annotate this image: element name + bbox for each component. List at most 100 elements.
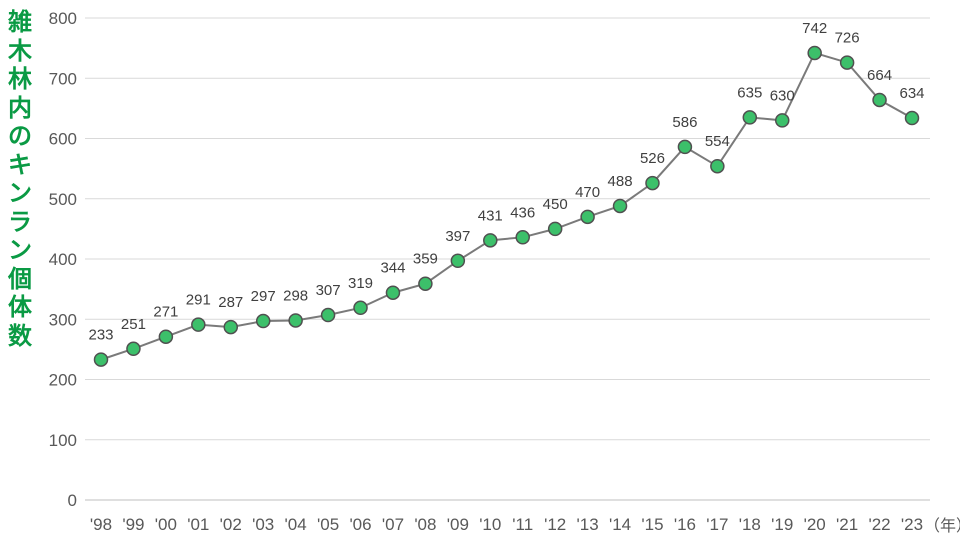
y-tick-label: 400 (49, 250, 77, 269)
y-tick-label: 800 (49, 9, 77, 28)
x-tick-label: '16 (674, 515, 696, 534)
y-tick-label: 200 (49, 371, 77, 390)
y-axis-title-char: 数 (8, 321, 32, 350)
data-label: 431 (478, 207, 503, 224)
data-point (710, 158, 725, 174)
y-axis-title-char: 雑 (8, 8, 32, 36)
data-label: 634 (899, 85, 924, 102)
data-label: 470 (575, 184, 600, 201)
data-label: 319 (348, 275, 373, 292)
y-axis-title-char: の (8, 122, 32, 150)
x-tick-label: '22 (868, 515, 890, 534)
x-tick-label: '06 (349, 515, 371, 534)
x-tick-label: '05 (317, 515, 339, 534)
data-point (580, 209, 595, 225)
data-label: 233 (88, 327, 113, 344)
data-label: 488 (608, 173, 633, 190)
data-label: 664 (867, 67, 892, 84)
data-point (612, 198, 628, 214)
data-label: 586 (672, 114, 697, 131)
data-label: 450 (543, 196, 568, 213)
y-tick-label: 100 (49, 431, 77, 450)
data-label: 742 (802, 20, 827, 37)
data-label: 307 (316, 282, 341, 299)
x-tick-label: '09 (447, 515, 469, 534)
data-point (645, 175, 660, 191)
data-label: 359 (413, 251, 438, 268)
y-axis-title-char: ン (8, 179, 32, 207)
data-label: 298 (283, 287, 308, 304)
data-label: 344 (380, 260, 405, 277)
data-label: 436 (510, 204, 535, 221)
y-axis-title: 雑木林内のキンラン個体数 (6, 8, 34, 350)
data-point (385, 285, 401, 300)
x-tick-label: '13 (577, 515, 599, 534)
x-tick-label: '23 (901, 515, 923, 534)
y-axis-title-char: ン (8, 236, 32, 264)
x-axis-unit: （年） (924, 516, 960, 535)
data-point (418, 276, 433, 291)
data-point (774, 113, 790, 128)
x-tick-label: '04 (285, 515, 307, 534)
data-point (904, 110, 920, 126)
data-point (515, 230, 530, 245)
y-axis-title-char: 個 (8, 264, 32, 293)
x-tick-label: '18 (739, 515, 761, 534)
x-tick-label: '19 (771, 515, 793, 534)
data-point (353, 300, 368, 316)
x-tick-label: '15 (641, 515, 663, 534)
data-point (93, 352, 109, 367)
x-tick-label: '21 (836, 515, 858, 534)
data-point (288, 313, 303, 328)
data-point (742, 110, 758, 125)
x-tick-label: '98 (90, 515, 112, 534)
y-tick-label: 600 (49, 130, 77, 149)
x-tick-label: '03 (252, 515, 274, 534)
x-tick-label: '12 (544, 515, 566, 534)
data-point (677, 139, 693, 155)
x-tick-label: '08 (414, 515, 436, 534)
data-point (191, 317, 206, 332)
y-axis-title-char: 体 (8, 293, 32, 321)
data-point (547, 221, 563, 237)
y-tick-label: 700 (49, 69, 77, 88)
data-label: 251 (121, 316, 146, 333)
data-point (872, 92, 887, 108)
y-axis-title-char: キ (8, 150, 32, 179)
x-tick-label: '00 (155, 515, 177, 534)
data-label: 554 (705, 133, 730, 150)
data-point (158, 329, 174, 344)
data-label: 635 (737, 84, 762, 101)
data-point (255, 313, 271, 329)
y-axis-title-char: 内 (8, 93, 32, 122)
y-tick-label: 300 (49, 310, 77, 329)
x-tick-label: '07 (382, 515, 404, 534)
data-label: 397 (445, 228, 470, 245)
y-tick-label: 500 (49, 190, 77, 209)
y-axis-title-char: 林 (8, 65, 32, 93)
data-point (450, 253, 466, 269)
y-axis-title-char: ラ (8, 207, 32, 236)
x-tick-label: '10 (479, 515, 501, 534)
data-label: 526 (640, 150, 665, 167)
data-point (807, 45, 822, 61)
data-label: 726 (835, 30, 860, 47)
data-point (839, 55, 855, 70)
x-tick-label: '01 (187, 515, 209, 534)
data-point (126, 341, 141, 357)
data-point (483, 233, 498, 248)
x-tick-label: '14 (609, 515, 631, 534)
y-axis-title-char: 木 (8, 36, 32, 65)
data-label: 630 (770, 87, 795, 104)
data-point (223, 319, 239, 335)
data-point (320, 307, 336, 323)
y-tick-label: 0 (68, 491, 77, 510)
data-label: 271 (153, 304, 178, 321)
data-label: 297 (251, 288, 276, 305)
x-tick-label: '17 (706, 515, 728, 534)
data-label: 291 (186, 292, 211, 309)
x-tick-label: '20 (804, 515, 826, 534)
x-tick-label: '99 (122, 515, 144, 534)
x-tick-label: '02 (220, 515, 242, 534)
